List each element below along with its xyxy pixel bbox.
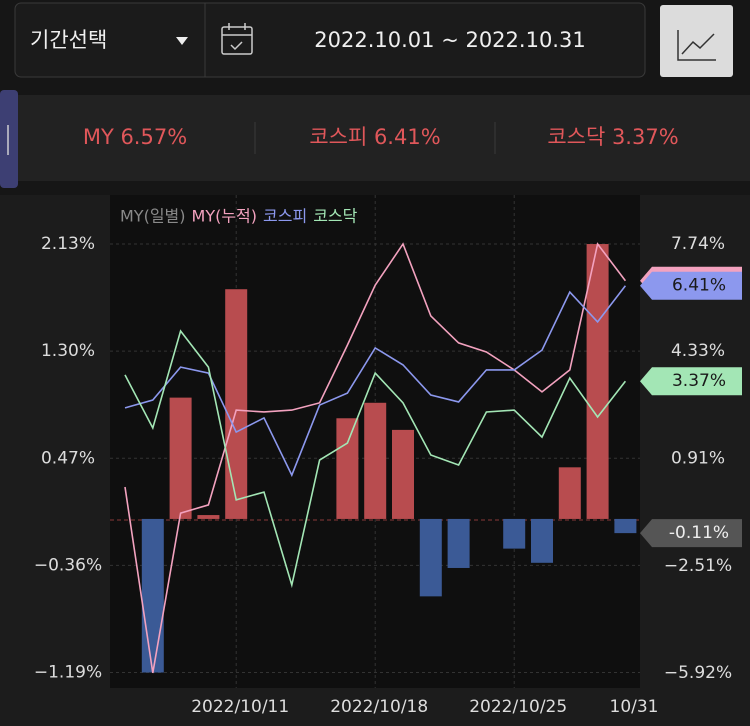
y2-tick-label: 7.74%	[671, 234, 725, 254]
bar	[364, 402, 387, 519]
legend-entry: 코스닥	[313, 207, 357, 226]
value-tag	[640, 271, 742, 300]
bar	[419, 518, 442, 597]
legend-entry: 코스피	[263, 207, 307, 226]
summary-my: MY 6.57%	[83, 125, 187, 149]
line	[124, 242, 627, 674]
summary-kospi: 코스피 6.41%	[309, 125, 440, 149]
bar	[336, 418, 359, 519]
x-tick-label: 2022/10/18	[330, 697, 428, 717]
y2-tick-label: −2.51%	[664, 556, 732, 576]
summary-kosdaq: 코스닥 3.37%	[547, 125, 678, 149]
y-tick-label: −1.19%	[34, 663, 102, 683]
period-select[interactable]: 기간선택	[30, 28, 107, 52]
x-tick-label: 2022/10/25	[469, 697, 567, 717]
line	[124, 329, 627, 589]
bar	[558, 467, 581, 519]
chart-button[interactable]	[660, 5, 733, 77]
date-range[interactable]: 2022.10.01 ~ 2022.10.31	[314, 28, 585, 52]
value-tag	[640, 519, 742, 548]
chart-icon	[677, 30, 716, 61]
x-tick-label: 2022/10/11	[191, 697, 289, 717]
bar	[503, 518, 526, 549]
bar	[169, 397, 192, 519]
bar	[447, 518, 470, 568]
bar	[141, 518, 164, 673]
y-tick-label: 1.30%	[41, 341, 95, 361]
bar	[531, 518, 553, 563]
legend-entry: MY(일별)	[120, 207, 186, 226]
line	[124, 285, 627, 478]
value-tag-label: -0.11%	[669, 523, 729, 543]
summary-bar	[0, 95, 750, 181]
bar	[225, 289, 248, 519]
y2-tick-label: −5.92%	[664, 663, 732, 683]
bar	[392, 429, 414, 519]
bar	[586, 244, 609, 519]
legend-entry: MY(누적)	[192, 207, 258, 226]
x-tick-label: 10/31	[610, 697, 659, 717]
y2-tick-label: 4.33%	[671, 341, 725, 361]
bar	[197, 515, 220, 519]
y-tick-label: 0.47%	[41, 448, 95, 468]
dropdown-arrow[interactable]	[176, 37, 188, 45]
filter-box	[14, 2, 646, 78]
y-tick-label: 2.13%	[41, 234, 95, 254]
value-tag-label: 6.41%	[672, 276, 726, 296]
calendar-icon[interactable]	[221, 23, 253, 55]
value-tag	[640, 367, 742, 396]
y-tick-label: −0.36%	[34, 555, 102, 575]
value-tag-label: 3.37%	[672, 371, 726, 391]
bar	[614, 518, 637, 534]
y2-tick-label: 0.91%	[671, 448, 725, 468]
